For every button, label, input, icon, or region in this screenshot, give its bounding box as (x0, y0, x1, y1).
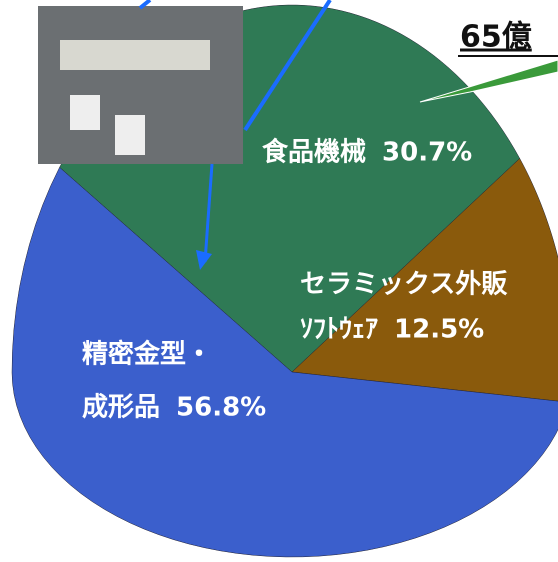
value-label: 56.8% (176, 393, 266, 423)
chart-title: 65億 (460, 20, 532, 55)
callout-arrow (196, 250, 212, 270)
pie-slice (291, 158, 558, 402)
callout-arrow (419, 59, 558, 103)
slice-label: セラミックス外販 (300, 270, 508, 300)
value-label: 30.7% (382, 138, 472, 168)
slice-label: 精密金型・ (82, 339, 212, 370)
pie-slice (11, 166, 558, 558)
photo-detail (60, 40, 210, 70)
photo-detail (115, 115, 145, 155)
photo-detail (70, 95, 100, 130)
callout-line (243, 0, 332, 132)
slice-label: 食品機械 (262, 137, 366, 168)
slice-label: ｿﾌﾄｳｪｱ (300, 315, 378, 345)
slice-label: 成形品 (82, 393, 160, 423)
callout-line (203, 163, 214, 263)
value-label: 12.5% (394, 315, 484, 345)
callout-line (138, 0, 152, 10)
